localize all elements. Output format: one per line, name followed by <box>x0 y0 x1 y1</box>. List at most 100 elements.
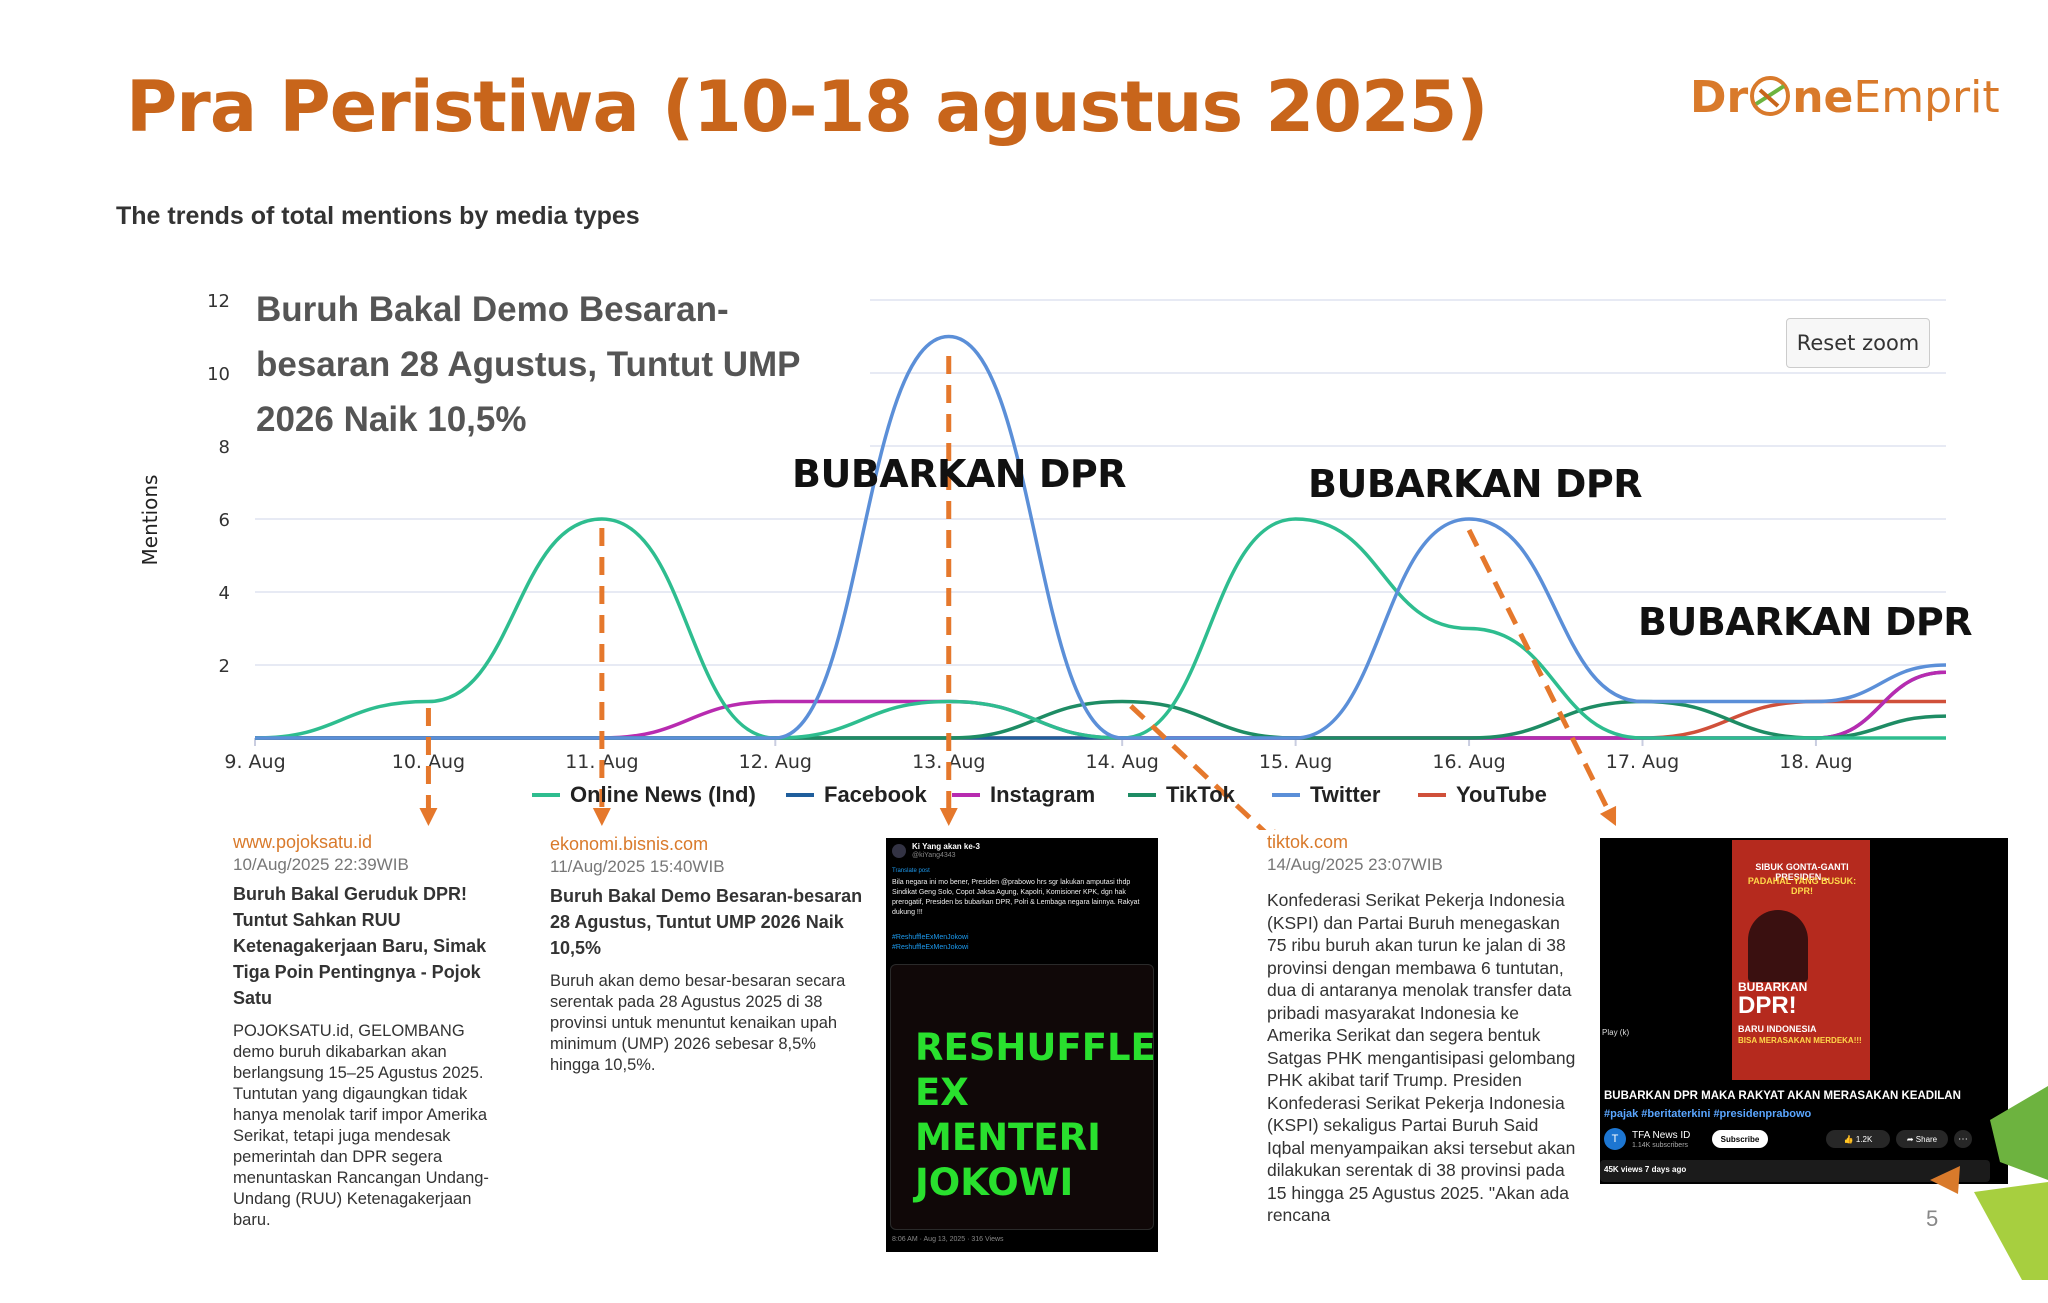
channel-name[interactable]: TFA News ID <box>1632 1130 1691 1141</box>
youtube-description-bar[interactable]: 45K views 7 days ago <box>1600 1160 1990 1182</box>
youtube-screenshot[interactable]: SIBUK GONTA-GANTI PRESIDEN... PADAHAL YA… <box>1600 838 2008 1184</box>
tweet-hashtag-1[interactable]: #ReshuffleExMenJokowi <box>892 934 969 941</box>
bubarkan-label-2: BUBARKAN DPR <box>1308 462 1643 506</box>
legend-label: YouTube <box>1456 782 1547 807</box>
y-tick-label: 12 <box>207 291 230 312</box>
youtube-play-hint: Play (k) <box>1602 1028 1630 1037</box>
headline-line-3: 2026 Naik 10,5% <box>256 400 527 439</box>
logo-text-2: ne <box>1792 72 1854 123</box>
headline-line-2: besaran 28 Agustus, Tuntut UMP <box>256 345 801 384</box>
poster-line-2: PADAHAL YANG BUSUK: DPR! <box>1747 876 1857 896</box>
legend-instagram[interactable]: Instagram <box>952 782 1095 808</box>
legend-swatch <box>1128 793 1156 797</box>
y-axis-label: Mentions <box>138 475 162 566</box>
tweet-avatar <box>892 844 906 858</box>
legend-swatch <box>532 793 560 797</box>
legend-youtube[interactable]: YouTube <box>1418 782 1547 808</box>
logo-text-1: Dr <box>1690 72 1749 123</box>
y-tick-label: 2 <box>219 656 230 677</box>
youtube-title[interactable]: BUBARKAN DPR MAKA RAKYAT AKAN MERASAKAN … <box>1604 1090 1961 1102</box>
legend-twitter[interactable]: Twitter <box>1272 782 1380 808</box>
y-tick-label: 10 <box>207 364 230 385</box>
more-options-icon[interactable]: ⋯ <box>1954 1130 1972 1148</box>
card-date: 10/Aug/2025 22:39WIB <box>233 855 409 874</box>
drone-logo-icon <box>1750 76 1791 116</box>
annotation-arrow <box>1466 528 1611 811</box>
y-axis-ticks: 2 4 6 8 10 12 <box>207 291 230 677</box>
legend-tiktok[interactable]: TikTok <box>1128 782 1235 808</box>
poster-figure <box>1748 910 1808 982</box>
card-source[interactable]: www.pojoksatu.id <box>233 832 373 852</box>
annotation-arrow <box>1129 704 1267 830</box>
series-line-online-news-ind[interactable] <box>254 517 1946 740</box>
legend-swatch <box>1418 793 1446 797</box>
legend-label: Facebook <box>824 782 927 807</box>
legend-facebook[interactable]: Facebook <box>786 782 927 808</box>
legend-label: Twitter <box>1310 782 1381 807</box>
x-tick-label: 17. Aug <box>1606 751 1679 773</box>
bubarkan-label-1: BUBARKAN DPR <box>792 452 1127 496</box>
x-tick-label: 10. Aug <box>392 751 465 773</box>
thumbs-up-icon: 👍 <box>1843 1134 1856 1144</box>
annotation-arrow-head <box>1599 805 1617 826</box>
tweet-text: Bila negara ini mo bener, Presiden @prab… <box>892 879 1140 916</box>
x-tick-label: 16. Aug <box>1432 751 1505 773</box>
news-card-bisnis[interactable]: ekonomi.bisnis.com 11/Aug/2025 15:40WIB … <box>550 834 865 1076</box>
card-date: 14/Aug/2025 23:07WIB <box>1267 855 1443 874</box>
subscribe-button[interactable]: Subscribe <box>1712 1130 1768 1148</box>
share-button[interactable]: ➦ Share <box>1896 1130 1948 1148</box>
card-body: Konfederasi Serikat Pekerja Indonesia (K… <box>1267 890 1576 1225</box>
x-tick-label: 14. Aug <box>1085 751 1158 773</box>
poster-line-4: DPR! <box>1738 992 1797 1019</box>
tweet-translate[interactable]: Translate post <box>892 868 930 874</box>
legend-swatch <box>952 793 980 797</box>
y-tick-label: 8 <box>219 437 230 458</box>
tweet-footer: 8:06 AM · Aug 13, 2025 · 316 Views <box>892 1236 1004 1243</box>
share-label: Share <box>1915 1134 1938 1144</box>
x-axis-ticks: 9. Aug 10. Aug 11. Aug 12. Aug 13. Aug 14. Au… <box>224 738 1853 773</box>
y-tick-label: 6 <box>219 510 230 531</box>
like-button[interactable]: 👍 1.2K <box>1826 1130 1890 1148</box>
legend-swatch <box>786 793 814 797</box>
share-icon: ➦ <box>1906 1134 1916 1144</box>
annotation-arrow-head <box>1274 829 1276 830</box>
youtube-meta: 45K views 7 days ago <box>1604 1165 1687 1174</box>
card-date: 11/Aug/2025 15:40WIB <box>550 857 725 876</box>
legend-online-news[interactable]: Online News (Ind) <box>532 782 756 808</box>
tweet-user: Ki Yang akan ke-3 <box>912 842 980 851</box>
annotation-arrow-head <box>592 808 611 826</box>
decorative-corner-shapes <box>1930 1086 2048 1280</box>
logo-text-3: Emprit <box>1853 72 2000 123</box>
legend-label: Instagram <box>990 782 1096 807</box>
news-card-pojoksatu[interactable]: www.pojoksatu.id 10/Aug/2025 22:39WIB Bu… <box>233 832 501 1231</box>
poster-line-5: BARU INDONESIA <box>1738 1024 1817 1034</box>
news-card-tiktok[interactable]: tiktok.com 14/Aug/2025 23:07WIB Konfeder… <box>1267 832 1577 1303</box>
tweet-image-text: RESHUFFLE EX MENTERI JOKOWI <box>915 1026 1156 1204</box>
poster-line-6: BISA MERASAKAN MERDEKA!!! <box>1738 1036 1862 1045</box>
legend-label: Online News (Ind) <box>570 782 756 807</box>
annotation-arrow-head <box>939 808 958 826</box>
like-count: 1.2K <box>1855 1134 1873 1144</box>
legend-swatch <box>1272 793 1300 797</box>
headline-line-1: Buruh Bakal Demo Besaran- <box>256 290 729 329</box>
reset-zoom-button[interactable]: Reset zoom <box>1786 318 1930 368</box>
bubarkan-label-3: BUBARKAN DPR <box>1638 600 1973 644</box>
youtube-hashtags[interactable]: #pajak #beritaterkini #presidenprabowo <box>1604 1108 1812 1120</box>
tweet-handle: @kiYang4343 <box>912 852 956 859</box>
channel-avatar-icon[interactable]: T <box>1604 1128 1626 1150</box>
x-tick-label: 15. Aug <box>1259 751 1332 773</box>
card-source[interactable]: ekonomi.bisnis.com <box>550 834 709 854</box>
poster-line-3: BUBARKAN <box>1738 980 1808 994</box>
annotation-arrows <box>419 356 1617 830</box>
card-body: POJOKSATU.id, GELOMBANG demo buruh dikab… <box>233 1022 489 1229</box>
channel-subscribers: 1.14K subscribers <box>1632 1142 1689 1149</box>
tweet-screenshot[interactable]: Ki Yang akan ke-3 @kiYang4343 Translate … <box>886 838 1158 1252</box>
y-tick-label: 4 <box>219 583 230 604</box>
tweet-hashtag-2[interactable]: #ReshuffleExMenJokowi <box>892 944 969 951</box>
slide-title: Pra Peristiwa (10-18 agustus 2025) <box>126 66 1488 148</box>
annotation-arrow-head <box>419 808 438 826</box>
card-source[interactable]: tiktok.com <box>1267 832 1349 852</box>
chart-title: The trends of total mentions by media ty… <box>116 202 640 230</box>
x-tick-label: 9. Aug <box>224 751 285 773</box>
